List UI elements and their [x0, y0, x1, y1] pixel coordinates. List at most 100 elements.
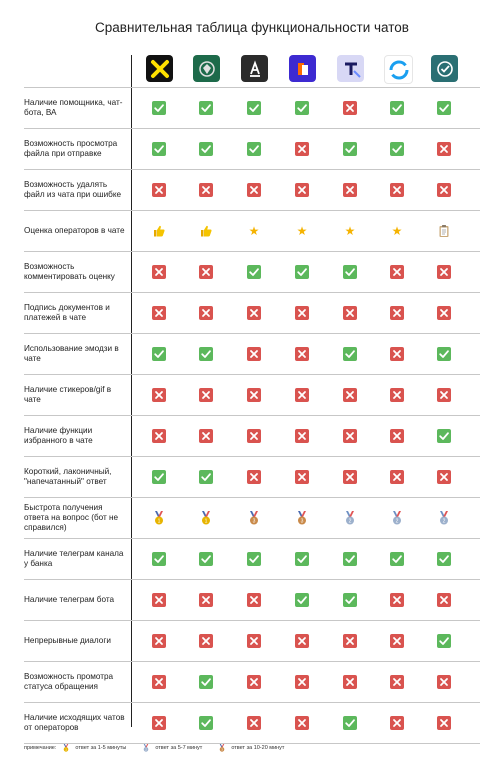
check-icon	[199, 347, 213, 361]
cross-icon	[199, 265, 213, 279]
check-icon	[390, 142, 404, 156]
row-label: Наличие функции избранного в чате	[24, 426, 93, 445]
cross-icon	[199, 306, 213, 320]
table-row: Подпись документов и платежей в чате	[24, 292, 480, 333]
cross-icon	[437, 593, 451, 607]
otkritie-logo	[289, 55, 316, 82]
cross-icon	[247, 183, 261, 197]
cross-icon	[152, 634, 166, 648]
check-icon	[199, 101, 213, 115]
medal-icon: 3	[247, 511, 261, 525]
cross-icon	[343, 183, 357, 197]
cross-icon	[390, 675, 404, 689]
cross-icon	[199, 388, 213, 402]
cross-icon	[247, 634, 261, 648]
check-icon	[152, 347, 166, 361]
cross-icon	[390, 593, 404, 607]
table-row: Наличие стикеров/gif в чате	[24, 374, 480, 415]
medal-icon: 1	[62, 744, 69, 752]
cross-icon	[247, 470, 261, 484]
svg-text:3: 3	[253, 518, 256, 524]
star-icon: ★	[296, 224, 308, 238]
svg-text:2: 2	[146, 747, 148, 751]
cross-icon	[390, 265, 404, 279]
table-row: Быстрота получения ответа на вопрос (бот…	[24, 497, 480, 538]
check-icon	[295, 593, 309, 607]
cross-icon	[390, 470, 404, 484]
cross-icon	[247, 716, 261, 730]
row-label: Подпись документов и платежей в чате	[24, 303, 110, 322]
check-icon	[152, 552, 166, 566]
table-row: Наличие телеграм канала у банка	[24, 538, 480, 579]
cross-icon	[247, 306, 261, 320]
svg-text:2: 2	[443, 518, 446, 524]
cross-icon	[295, 675, 309, 689]
cross-icon	[295, 388, 309, 402]
medal-icon: 2	[437, 511, 451, 525]
cross-icon	[152, 306, 166, 320]
cross-icon	[437, 716, 451, 730]
cross-icon	[295, 716, 309, 730]
cross-icon	[295, 634, 309, 648]
row-label: Возможность просмотра файла при отправке	[24, 139, 118, 158]
column-divider	[131, 55, 132, 727]
check-logo	[431, 55, 458, 82]
check-icon	[152, 101, 166, 115]
check-icon	[199, 552, 213, 566]
cross-icon	[247, 675, 261, 689]
check-icon	[247, 552, 261, 566]
check-icon	[343, 593, 357, 607]
table-row: Короткий, лаконичный, "напечатанный" отв…	[24, 456, 480, 497]
cross-icon	[295, 306, 309, 320]
cross-icon	[437, 142, 451, 156]
check-icon	[437, 347, 451, 361]
table-row: Возможность промотра статуса обращения	[24, 661, 480, 702]
table-row: Возможность удалять файл из чата при оши…	[24, 169, 480, 210]
check-icon	[199, 470, 213, 484]
cross-icon	[247, 388, 261, 402]
check-icon	[295, 265, 309, 279]
star-icon: ★	[391, 224, 403, 238]
cross-icon	[199, 429, 213, 443]
row-label: Использование эмодзи в чате	[24, 344, 119, 363]
svg-text:1: 1	[158, 518, 161, 524]
row-label: Быстрота получения ответа на вопрос (бот…	[24, 503, 119, 532]
raiffeisen-logo	[146, 55, 173, 82]
check-icon	[343, 552, 357, 566]
svg-text:1: 1	[205, 518, 208, 524]
check-icon	[247, 142, 261, 156]
cross-icon	[152, 183, 166, 197]
check-icon	[437, 101, 451, 115]
table-row: Наличие помощника, чат-бота, ВА	[24, 87, 480, 128]
table-row: Наличие телеграм бота	[24, 579, 480, 620]
table-row: Наличие функции избранного в чате	[24, 415, 480, 456]
row-label: Наличие помощника, чат-бота, ВА	[24, 98, 123, 117]
clipboard-icon	[437, 224, 451, 238]
comparison-table: Наличие помощника, чат-бота, ВА Возможнос…	[24, 87, 480, 744]
cross-icon	[343, 429, 357, 443]
check-icon	[199, 142, 213, 156]
check-icon	[152, 142, 166, 156]
cross-icon	[295, 347, 309, 361]
cross-icon	[152, 675, 166, 689]
row-label: Непрерывные диалоги	[24, 636, 111, 645]
tinkoff-logo	[337, 55, 364, 82]
cross-icon	[295, 429, 309, 443]
cross-icon	[437, 183, 451, 197]
check-icon	[343, 265, 357, 279]
cross-icon	[437, 675, 451, 689]
legend-item: ответ за 1-5 минуты	[75, 745, 127, 751]
row-label: Возможность промотра статуса обращения	[24, 672, 114, 691]
legend-item: ответ за 5-7 минут	[155, 745, 203, 751]
cross-icon	[295, 183, 309, 197]
svg-text:1: 1	[66, 747, 68, 751]
table-row: Наличие исходящих чатов от операторов	[24, 702, 480, 744]
cross-icon	[343, 306, 357, 320]
thumbs-up-icon	[199, 224, 213, 238]
check-icon	[295, 552, 309, 566]
check-icon	[199, 675, 213, 689]
cross-icon	[199, 183, 213, 197]
check-icon	[390, 101, 404, 115]
cross-icon	[343, 101, 357, 115]
cross-icon	[437, 470, 451, 484]
